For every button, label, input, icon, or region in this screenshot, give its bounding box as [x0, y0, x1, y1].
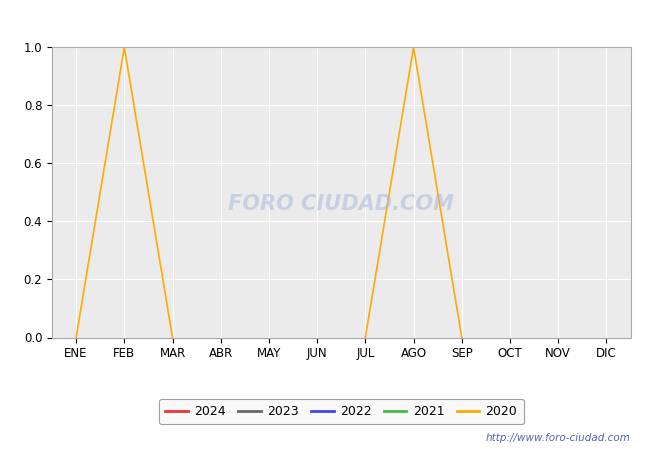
Text: Matriculaciones de Vehiculos en Carrascosa: Matriculaciones de Vehiculos en Carrasco…	[143, 14, 507, 33]
Text: http://www.foro-ciudad.com: http://www.foro-ciudad.com	[486, 433, 630, 443]
Legend: 2024, 2023, 2022, 2021, 2020: 2024, 2023, 2022, 2021, 2020	[159, 399, 523, 424]
Text: FORO CIUDAD.COM: FORO CIUDAD.COM	[228, 194, 454, 214]
